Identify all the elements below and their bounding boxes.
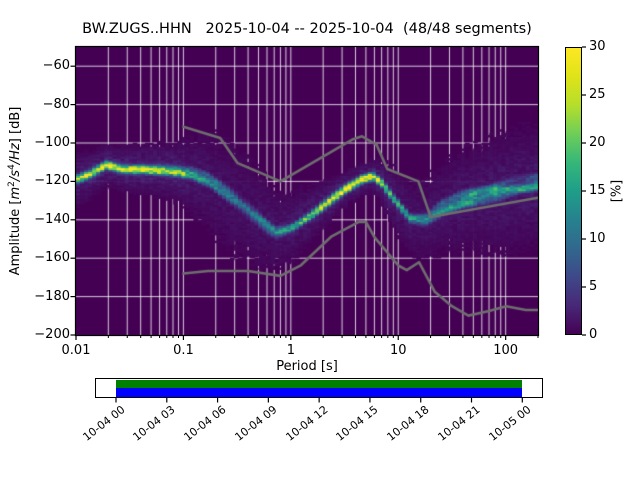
date-tick-label: 10-04 00 bbox=[80, 403, 128, 444]
date-tick-label: 10-04 18 bbox=[384, 403, 432, 444]
timeline-coverage-bar-green bbox=[116, 379, 522, 388]
y-axis-label-part: 4 bbox=[6, 164, 17, 170]
colorbar-tick-label: 0 bbox=[589, 327, 598, 342]
plot-title: BW.ZUGS..HHN 2025-10-04 -- 2025-10-04 (4… bbox=[82, 21, 532, 37]
y-axis-label: Amplitude [m2/s4/Hz] [dB] bbox=[7, 107, 23, 276]
x-tick-label: 10 bbox=[389, 343, 407, 358]
psd-heatmap bbox=[76, 47, 538, 335]
colorbar-tick-label: 25 bbox=[589, 87, 606, 102]
timeline-coverage-bar-blue bbox=[116, 388, 522, 397]
y-tick-label: −120 bbox=[34, 173, 70, 189]
x-tick-label: 100 bbox=[493, 343, 519, 358]
y-tick-label: −100 bbox=[34, 135, 70, 150]
date-tick-label: 10-04 21 bbox=[435, 403, 483, 444]
date-tick-label: 10-04 09 bbox=[232, 403, 280, 444]
colorbar-label: [%] bbox=[609, 179, 625, 203]
y-tick-label: −140 bbox=[34, 211, 70, 227]
y-tick-label: −180 bbox=[34, 288, 70, 304]
y-tick-label: −160 bbox=[34, 250, 70, 266]
y-tick-label: −200 bbox=[34, 327, 70, 342]
colorbar bbox=[565, 47, 582, 335]
x-axis-label: Period [s] bbox=[276, 359, 338, 374]
date-tick-label: 10-05 00 bbox=[486, 403, 534, 444]
date-tick-label: 10-04 03 bbox=[130, 403, 178, 444]
colorbar-tick-label: 10 bbox=[589, 231, 606, 246]
colorbar-tick-label: 5 bbox=[589, 279, 598, 294]
y-tick-label: −80 bbox=[42, 96, 70, 112]
y-axis-label-part: ] [dB] bbox=[8, 106, 24, 144]
y-axis-label-part: /s bbox=[8, 169, 24, 182]
y-axis-label-part: 2 bbox=[6, 181, 17, 187]
date-tick-label: 10-04 15 bbox=[333, 403, 381, 444]
colorbar-tick-label: 20 bbox=[589, 135, 606, 150]
date-tick-label: 10-04 06 bbox=[181, 403, 229, 444]
x-tick-label: 0.01 bbox=[61, 343, 91, 358]
y-axis-label-part: m bbox=[8, 186, 24, 200]
y-axis-label-part: /Hz bbox=[8, 143, 24, 165]
colorbar-tick-label: 30 bbox=[589, 39, 606, 54]
x-tick-label: 0.1 bbox=[173, 343, 194, 358]
y-tick-label: −60 bbox=[42, 58, 70, 74]
y-axis-label-part: Amplitude [ bbox=[8, 199, 24, 276]
date-tick-label: 10-04 12 bbox=[283, 403, 331, 444]
x-tick-label: 1 bbox=[286, 343, 295, 358]
colorbar-tick-label: 15 bbox=[589, 183, 606, 198]
